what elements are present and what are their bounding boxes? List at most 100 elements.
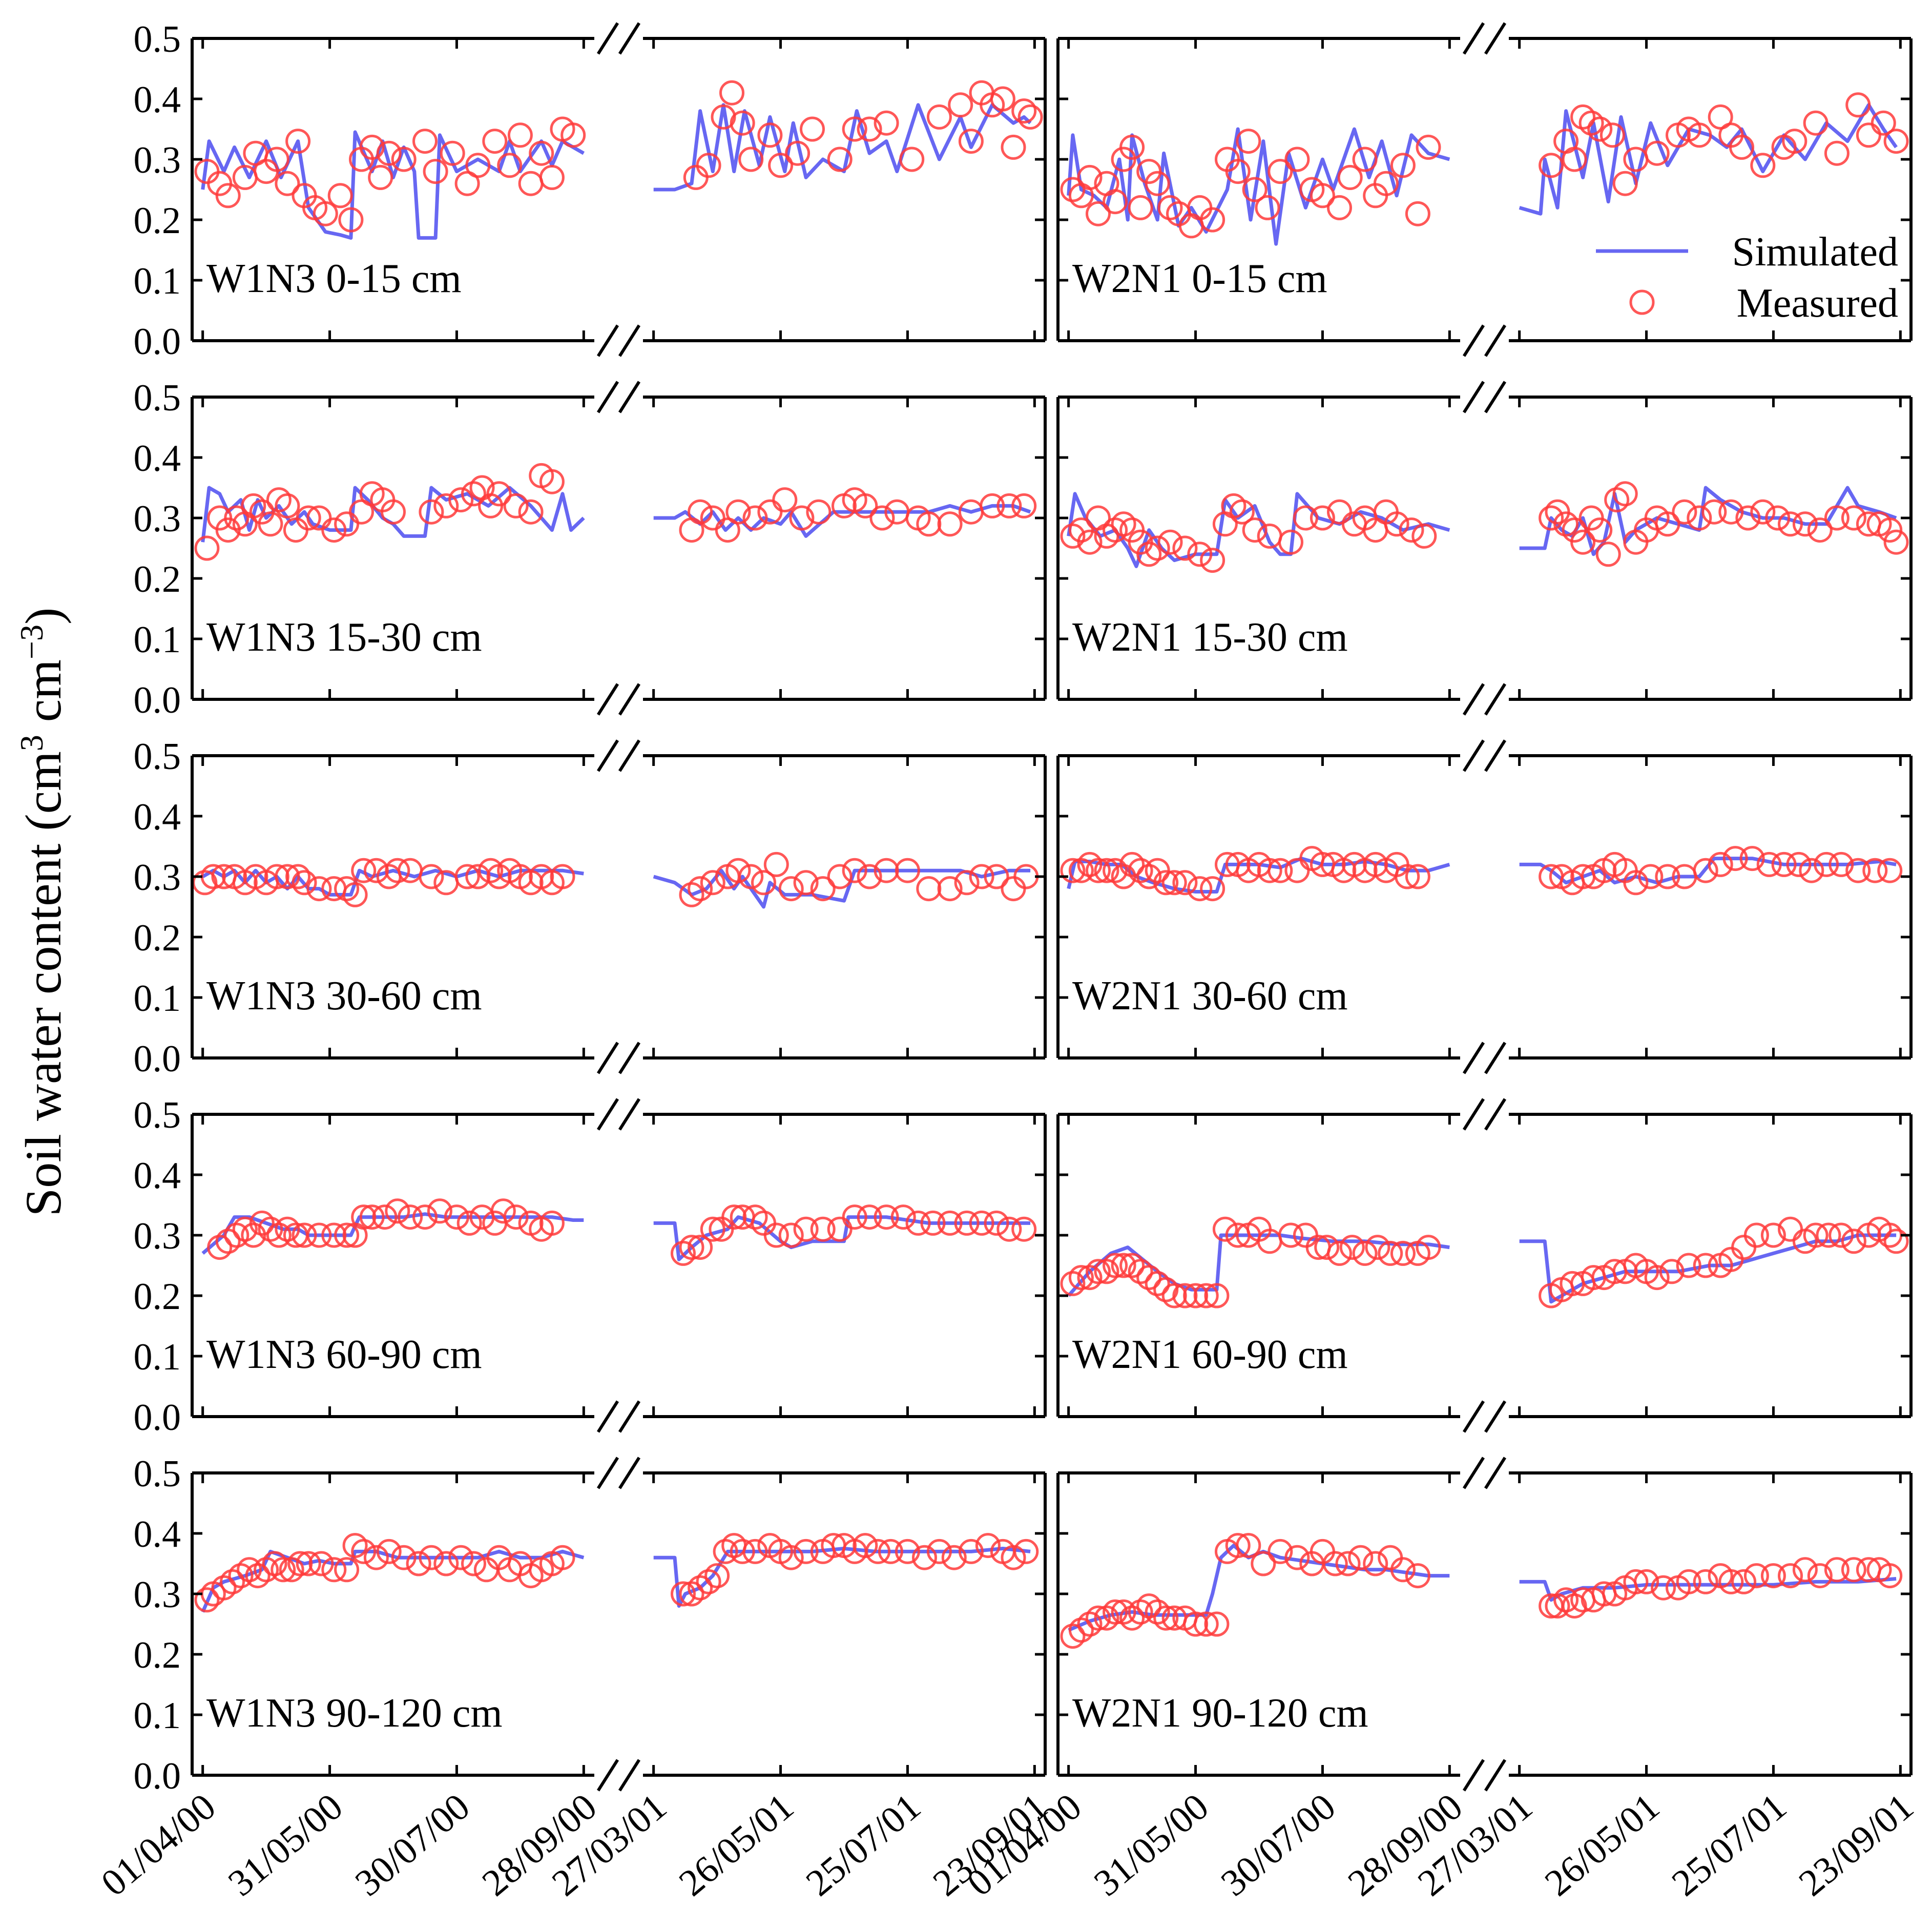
measured-point bbox=[1236, 1533, 1261, 1559]
measured-point bbox=[1183, 1283, 1209, 1308]
measured-point bbox=[266, 487, 292, 513]
measured-point bbox=[296, 505, 321, 531]
measured-point bbox=[772, 487, 798, 513]
y-tick-label: 0.3 bbox=[134, 1215, 181, 1257]
measured-point bbox=[1322, 1551, 1348, 1576]
panel-label: W1N3 0-15 cm bbox=[206, 256, 462, 301]
measured-point bbox=[1161, 870, 1187, 896]
measured-point bbox=[1743, 1563, 1769, 1589]
measured-point bbox=[1268, 159, 1293, 184]
measured-point bbox=[465, 864, 491, 889]
measured-point bbox=[1655, 864, 1680, 889]
measured-point bbox=[1672, 499, 1697, 525]
measured-point bbox=[486, 481, 512, 507]
measured-point bbox=[1587, 517, 1613, 543]
measured-point bbox=[810, 1216, 836, 1242]
y-axis-label-main: Soil water content (cm bbox=[15, 751, 72, 1216]
measured-point bbox=[1778, 1563, 1803, 1589]
panel: W2N1 15-30 cm bbox=[1056, 381, 1913, 716]
measured-point bbox=[857, 116, 882, 142]
measured-point bbox=[433, 493, 459, 518]
y-tick-label: 0.4 bbox=[134, 438, 181, 480]
measured-point bbox=[1814, 851, 1839, 877]
axis-break-mark bbox=[596, 683, 619, 716]
axis-break-mark bbox=[618, 22, 641, 55]
measured-point bbox=[376, 140, 402, 166]
measured-point bbox=[1225, 1533, 1251, 1559]
measured-point bbox=[984, 1210, 1009, 1236]
measured-point bbox=[1145, 1599, 1170, 1625]
measured-point bbox=[1718, 499, 1744, 525]
measured-point bbox=[1094, 1605, 1119, 1631]
measured-point bbox=[1011, 493, 1037, 518]
measured-point bbox=[478, 858, 504, 883]
y-tick-label: 0.2 bbox=[134, 1634, 181, 1676]
measured-point bbox=[363, 1545, 389, 1570]
measured-point bbox=[912, 1545, 937, 1570]
measured-point bbox=[730, 1539, 755, 1564]
measured-point bbox=[1086, 1605, 1111, 1631]
measured-point bbox=[778, 1222, 804, 1248]
axis-break-mark bbox=[596, 1098, 619, 1131]
measured-point bbox=[1136, 864, 1162, 889]
y-axis-label: Soil water content (cm3 cm−3) bbox=[13, 608, 72, 1217]
measured-point bbox=[874, 110, 899, 136]
measured-point bbox=[1570, 104, 1596, 130]
measured-point bbox=[1807, 517, 1833, 543]
measured-point bbox=[916, 511, 942, 537]
measured-point bbox=[1644, 140, 1670, 166]
panel-label: W2N1 90-120 cm bbox=[1072, 1691, 1368, 1736]
measured-point bbox=[857, 864, 882, 889]
y-tick-label: 0.4 bbox=[134, 796, 181, 838]
y-tick-label: 0.3 bbox=[134, 857, 181, 899]
measured-point bbox=[264, 864, 289, 889]
measured-point bbox=[1136, 1265, 1162, 1291]
measured-point bbox=[1187, 542, 1213, 567]
measured-point bbox=[285, 864, 311, 889]
measured-point bbox=[1060, 858, 1086, 883]
measured-point bbox=[306, 876, 332, 902]
measured-point bbox=[1676, 1569, 1701, 1594]
measured-point bbox=[757, 122, 783, 148]
axis-break-mark bbox=[1462, 381, 1485, 413]
measured-point bbox=[827, 147, 853, 172]
measured-point bbox=[679, 882, 704, 907]
measured-point bbox=[1760, 1222, 1786, 1248]
measured-point bbox=[1172, 870, 1198, 896]
measured-point bbox=[1193, 1611, 1219, 1637]
measured-point bbox=[1693, 1253, 1718, 1278]
measured-point bbox=[1086, 858, 1111, 883]
measured-point bbox=[1268, 858, 1293, 883]
simulated-series-line bbox=[653, 103, 1032, 192]
measured-point bbox=[1634, 1569, 1659, 1594]
measured-point bbox=[275, 171, 300, 196]
measured-point bbox=[742, 1204, 768, 1230]
measured-point bbox=[1782, 129, 1808, 154]
measured-point bbox=[1595, 542, 1621, 567]
measured-point bbox=[996, 1216, 1022, 1242]
axis-break-mark bbox=[1484, 683, 1507, 716]
measured-point bbox=[1060, 523, 1086, 549]
measured-point bbox=[671, 1581, 696, 1607]
measured-point bbox=[1687, 505, 1712, 531]
axis-break-mark bbox=[1462, 1400, 1485, 1433]
measured-point bbox=[1103, 189, 1128, 215]
measured-point bbox=[1623, 1569, 1649, 1594]
measured-point bbox=[1001, 1545, 1026, 1570]
axis-break-mark bbox=[618, 1457, 641, 1489]
y-tick-label: 0.1 bbox=[134, 619, 181, 661]
measured-point bbox=[1278, 529, 1303, 555]
measured-point bbox=[1153, 1277, 1179, 1302]
measured-point bbox=[1405, 864, 1430, 889]
measured-point bbox=[1086, 201, 1111, 226]
measured-point bbox=[751, 870, 776, 896]
axis-break-mark bbox=[1484, 1457, 1507, 1489]
measured-point bbox=[1060, 177, 1086, 202]
y-axis-label-end: ) bbox=[15, 608, 72, 625]
measured-point bbox=[1587, 116, 1613, 142]
measured-point bbox=[266, 1222, 292, 1248]
measured-point bbox=[1676, 1253, 1701, 1278]
measured-point bbox=[427, 1198, 452, 1224]
